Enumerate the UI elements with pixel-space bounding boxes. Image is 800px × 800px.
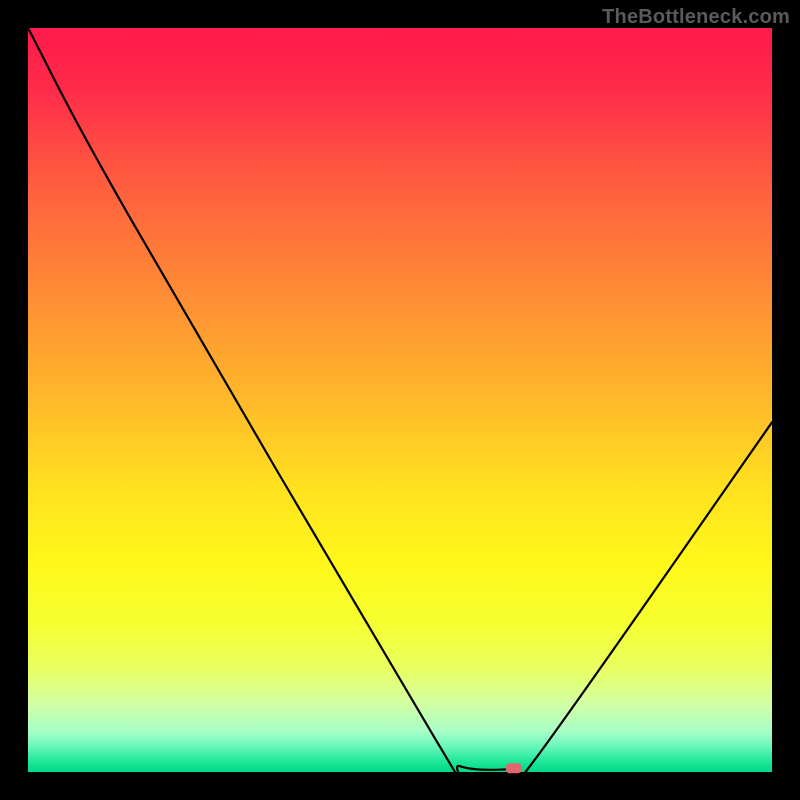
bottleneck-chart (0, 0, 800, 800)
plot-area-background (28, 28, 772, 772)
chart-container: TheBottleneck.com (0, 0, 800, 800)
watermark-text: TheBottleneck.com (602, 6, 790, 29)
optimal-point-marker (506, 763, 522, 773)
